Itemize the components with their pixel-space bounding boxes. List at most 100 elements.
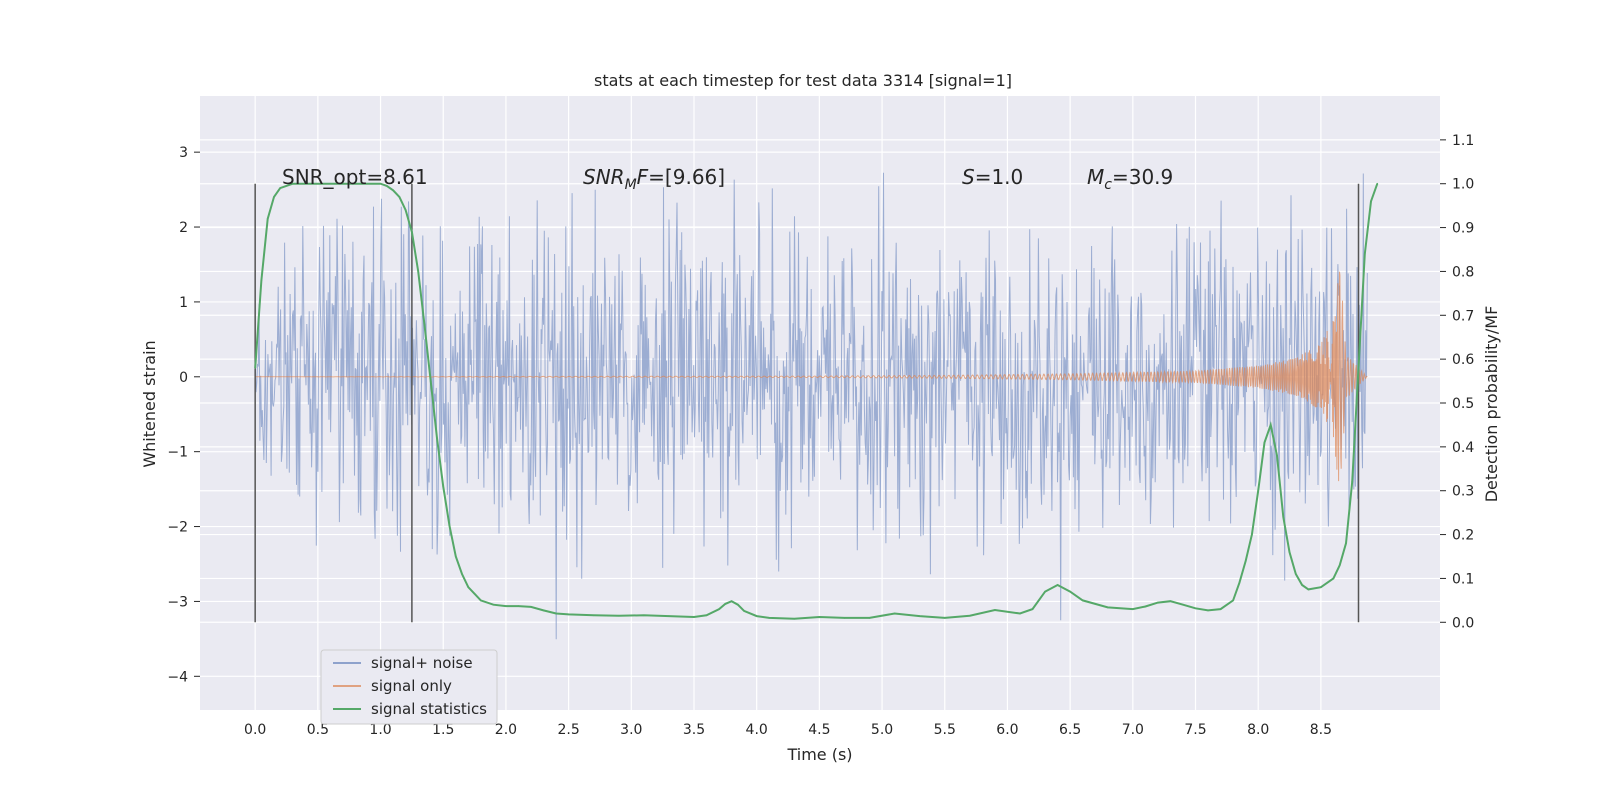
statistics-point (618, 614, 620, 617)
annotation-s-value: =1.0 (975, 165, 1024, 189)
statistics-point (1106, 606, 1109, 609)
statistics-point (1069, 590, 1071, 593)
statistics-point (517, 605, 520, 607)
statistics-point (1269, 424, 1272, 426)
statistics-point (944, 617, 946, 619)
statistics-point (1219, 608, 1222, 610)
statistics-point (1157, 601, 1159, 604)
statistics-point (442, 485, 445, 488)
y2-tick-label: 0.5 (1452, 396, 1474, 412)
y-tick-label: −4 (167, 669, 188, 685)
x-tick-label: 0.5 (307, 722, 329, 738)
signal-statistics-series (254, 182, 1379, 620)
statistics-point (1019, 612, 1021, 615)
statistics-point (1144, 605, 1147, 608)
x-tick-label: 6.5 (1059, 722, 1081, 738)
statistics-point (473, 593, 476, 595)
statistics-point (693, 616, 695, 618)
statistics-point (643, 614, 645, 617)
y2-tick-label: 0.0 (1452, 615, 1474, 631)
y-tick-label: −3 (167, 594, 188, 610)
x-tick-label: 2.5 (557, 722, 579, 738)
statistics-point (354, 182, 357, 185)
statistics-point (1370, 200, 1372, 203)
annotation-snr-mf-value: =[9.66] (648, 165, 725, 189)
x-tick-label: 3.5 (683, 722, 705, 738)
x-tick-label: 2.0 (495, 722, 517, 738)
statistics-point (530, 606, 532, 608)
statistics-point (1244, 560, 1247, 562)
statistics-point (266, 218, 269, 220)
statistics-point (1276, 454, 1278, 457)
statistics-point (379, 182, 382, 185)
statistics-point (1182, 603, 1184, 606)
statistics-point (505, 605, 507, 607)
statistics-point (480, 599, 482, 602)
statistics-point (1295, 573, 1297, 575)
annotation-snr-opt: SNR_opt=8.61 (282, 165, 428, 189)
legend-label-noise: signal+ noise (371, 654, 473, 672)
x-tick-label: 4.5 (808, 722, 830, 738)
statistics-point (329, 182, 332, 185)
statistics-point (1238, 582, 1241, 584)
statistics-point (411, 231, 413, 233)
x-tick-label: 6.0 (996, 722, 1018, 738)
statistics-point (448, 525, 451, 527)
statistics-point (1357, 367, 1360, 369)
statistics-point (724, 603, 727, 605)
statistics-point (392, 189, 394, 192)
signal-statistics-points (254, 182, 1379, 620)
statistics-point (1194, 607, 1197, 610)
x-tick-labels: 0.0 0.5 1.0 1.5 2.0 2.5 3.0 3.5 4.0 4.5 5.0 5.5 6.0 6… (244, 722, 1332, 738)
y2-tick-label: 0.4 (1452, 440, 1474, 456)
statistics-point (843, 617, 846, 619)
y2-tick-label: 1.1 (1452, 133, 1474, 149)
y-tick-label: 1 (179, 295, 188, 311)
statistics-point (467, 586, 470, 588)
y-tick-label: −2 (167, 520, 188, 536)
statistics-point (818, 616, 821, 618)
y2-tick-label: 0.7 (1452, 308, 1474, 324)
x-tick-label: 7.0 (1122, 722, 1144, 738)
statistics-point (918, 615, 921, 617)
statistics-point (1169, 600, 1172, 602)
y2-tick-label: 0.1 (1452, 571, 1474, 587)
statistics-point (768, 617, 770, 619)
statistics-point (567, 613, 570, 616)
statistics-point (1332, 577, 1335, 580)
statistics-point (755, 615, 758, 617)
statistics-point (404, 209, 407, 211)
annotation-mc-value: =30.9 (1112, 165, 1173, 189)
statistics-point (555, 612, 557, 615)
x-tick-label: 8.5 (1310, 722, 1332, 738)
statistics-point (592, 614, 595, 617)
right-axis-grid (200, 139, 1440, 623)
statistics-point (279, 187, 282, 189)
statistics-point (1282, 516, 1285, 518)
statistics-point (423, 323, 426, 325)
y2-tick-label: 1.0 (1452, 177, 1474, 193)
statistics-point (718, 608, 720, 610)
statistics-point (254, 367, 256, 369)
statistics-point (492, 603, 495, 606)
y-axis-label: Whitened strain (140, 340, 159, 467)
y2-tick-label: 0.8 (1452, 264, 1474, 280)
statistics-point (1232, 599, 1234, 602)
statistics-point (1376, 182, 1379, 185)
y-tick-label: 2 (179, 220, 188, 236)
statistics-point (868, 617, 871, 619)
statistics-point (292, 182, 294, 185)
statistics-point (1364, 253, 1366, 255)
statistics-point (1338, 564, 1341, 567)
statistics-point (1301, 584, 1303, 586)
statistics-point (304, 182, 307, 185)
noise-trace (254, 172, 1368, 640)
statistics-point (461, 573, 463, 575)
annotation-mc: Mc=30.9 (1087, 165, 1173, 193)
statistics-point (1056, 584, 1059, 586)
statistics-point (893, 612, 896, 615)
statistics-point (743, 610, 745, 612)
statistics-point (705, 614, 708, 617)
annotation-s: S=1.0 (962, 165, 1023, 189)
